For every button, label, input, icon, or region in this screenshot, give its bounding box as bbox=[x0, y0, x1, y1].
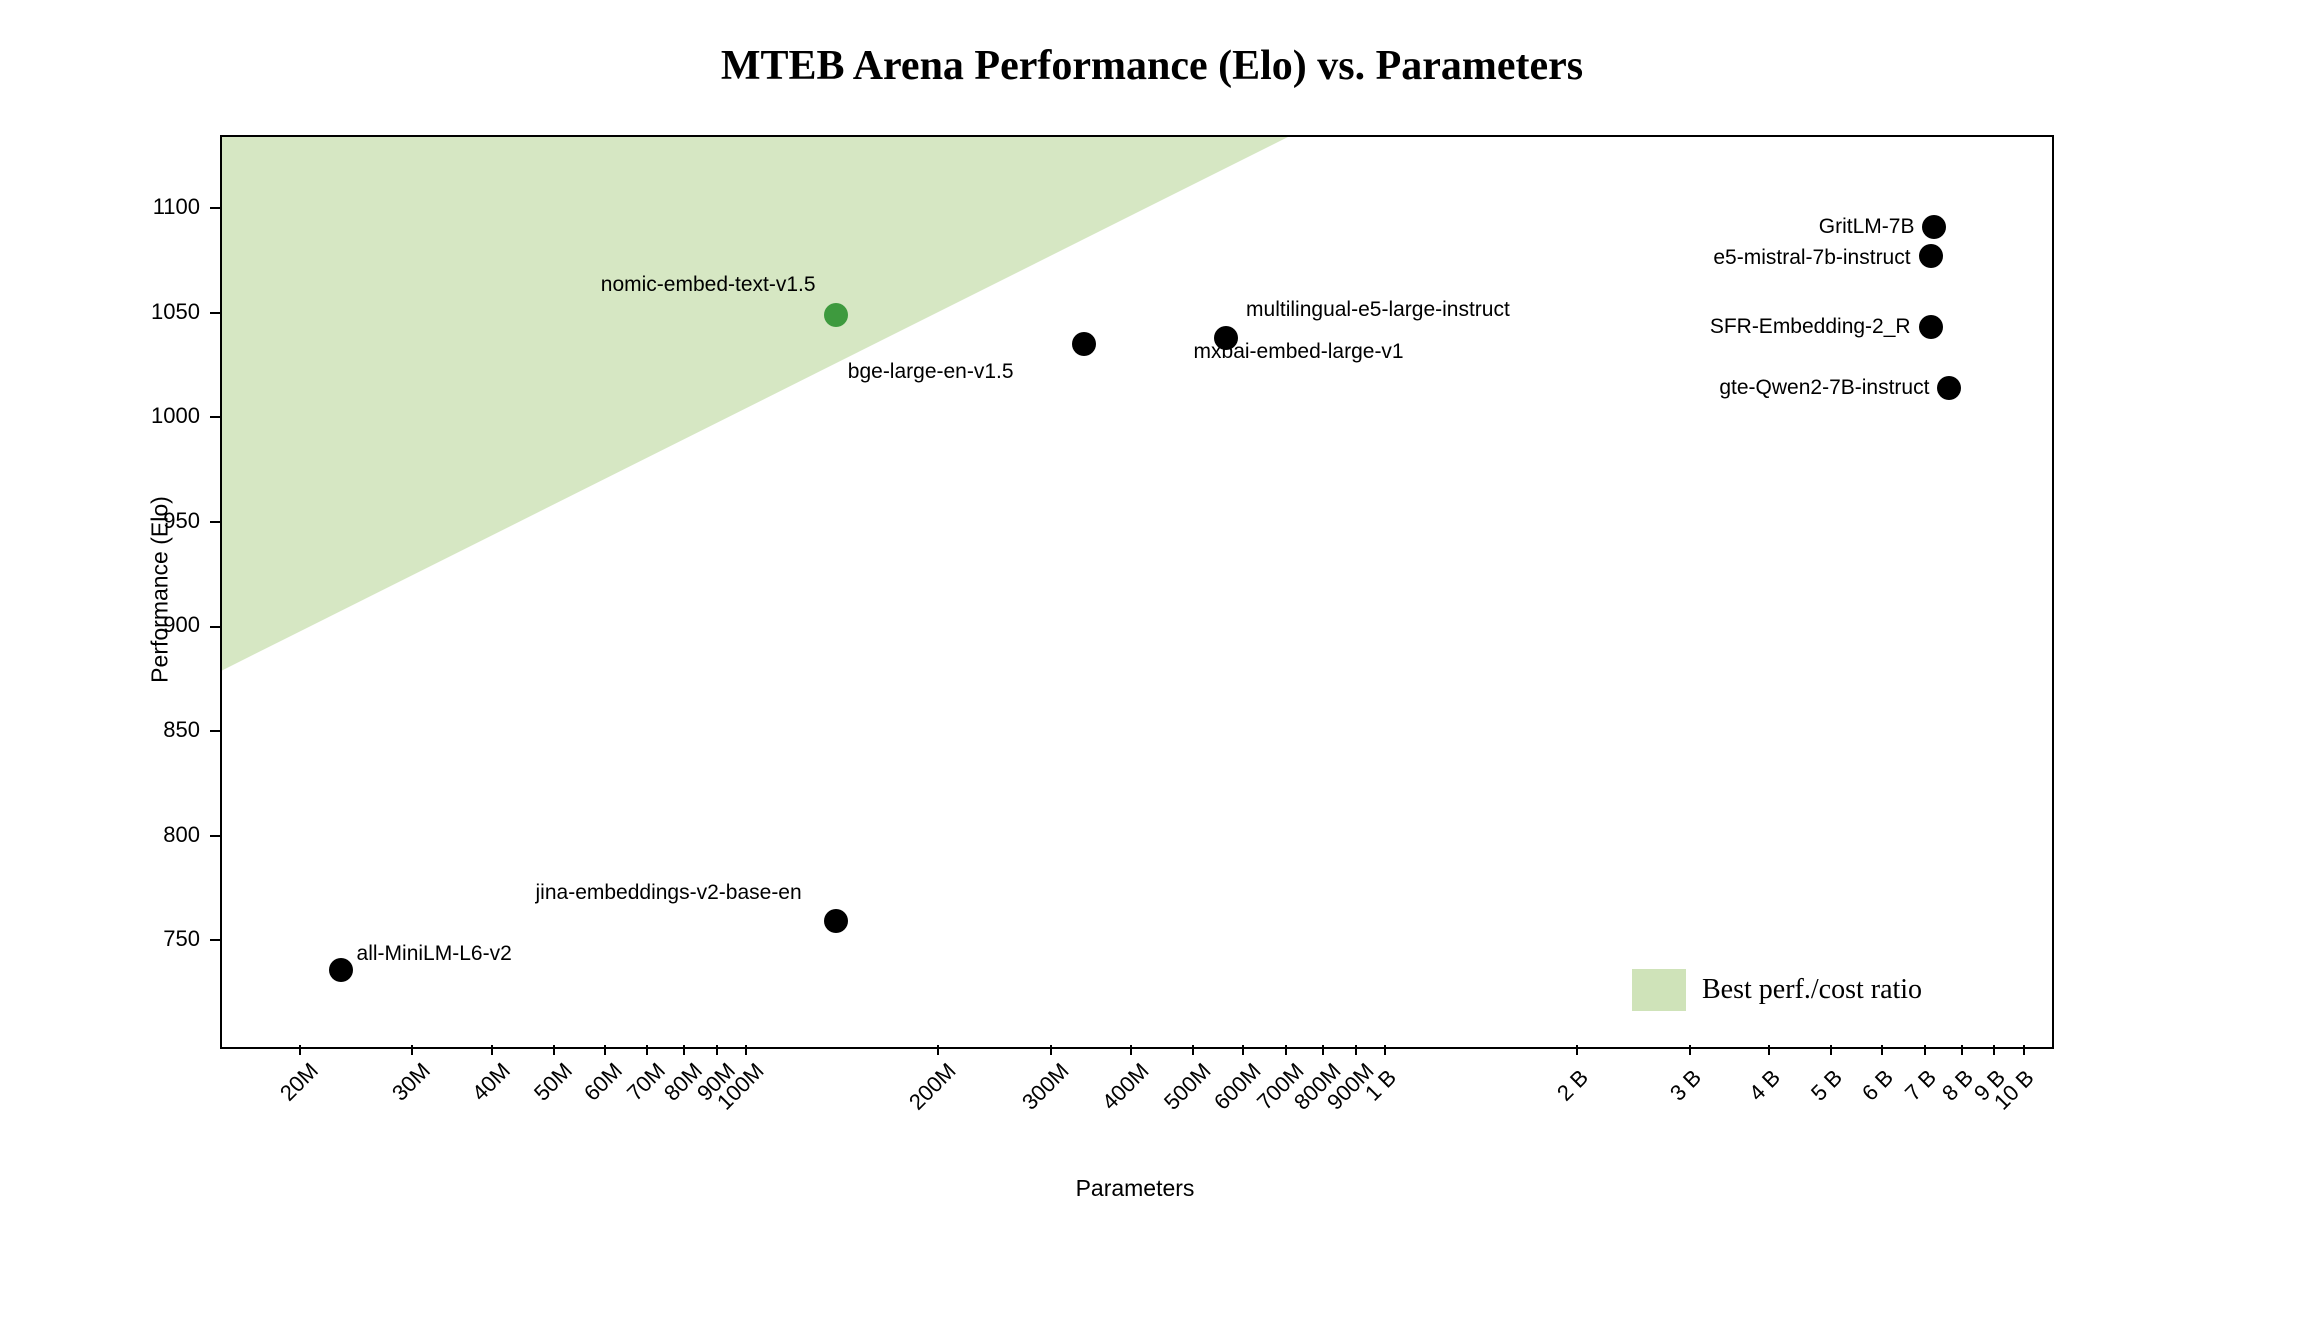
data-point-label: all-MiniLM-L6-v2 bbox=[357, 942, 512, 966]
x-tick-mark bbox=[1924, 1045, 1926, 1055]
x-tick-mark bbox=[2023, 1045, 2025, 1055]
x-tick-label: 20M bbox=[275, 1058, 324, 1107]
y-tick-label: 900 bbox=[0, 612, 200, 638]
y-tick-mark bbox=[210, 626, 220, 628]
x-tick-label: 50M bbox=[529, 1058, 578, 1107]
y-tick-label: 750 bbox=[0, 926, 200, 952]
x-tick-mark bbox=[1050, 1045, 1052, 1055]
data-point-label: GritLM-7B bbox=[1819, 215, 1915, 239]
x-tick-mark bbox=[1961, 1045, 1963, 1055]
legend-swatch bbox=[1632, 969, 1686, 1011]
data-point-label: jina-embeddings-v2-base-en bbox=[536, 881, 802, 905]
x-tick-label: 500M bbox=[1159, 1058, 1216, 1115]
y-tick-label: 850 bbox=[0, 717, 200, 743]
x-tick-label: 60M bbox=[579, 1058, 628, 1107]
x-tick-label: 200M bbox=[904, 1058, 961, 1115]
y-tick-mark bbox=[210, 416, 220, 418]
x-tick-mark bbox=[1322, 1045, 1324, 1055]
y-tick-label: 1000 bbox=[0, 403, 200, 429]
data-point bbox=[1919, 315, 1943, 339]
chart-title: MTEB Arena Performance (Elo) vs. Paramet… bbox=[0, 42, 2304, 90]
data-point-label: SFR-Embedding-2_R bbox=[1710, 315, 1911, 339]
x-tick-mark bbox=[683, 1045, 685, 1055]
x-tick-mark bbox=[491, 1045, 493, 1055]
x-tick-mark bbox=[411, 1045, 413, 1055]
data-point bbox=[824, 909, 848, 933]
x-tick-mark bbox=[1285, 1045, 1287, 1055]
x-tick-mark bbox=[553, 1045, 555, 1055]
y-tick-mark bbox=[210, 207, 220, 209]
x-tick-label: 5 B bbox=[1806, 1065, 1848, 1107]
y-tick-label: 1100 bbox=[0, 194, 200, 220]
x-tick-label: 2 B bbox=[1552, 1065, 1594, 1107]
chart-container: MTEB Arena Performance (Elo) vs. Paramet… bbox=[0, 0, 2304, 1324]
data-point-label: multilingual-e5-large-instruct bbox=[1246, 298, 1510, 322]
plot-area: all-MiniLM-L6-v2 jina-embeddings-v2-base-… bbox=[220, 135, 2054, 1049]
x-axis-label: Parameters bbox=[220, 1175, 2050, 1202]
y-tick-mark bbox=[210, 312, 220, 314]
data-point-label: e5-mistral-7b-instruct bbox=[1713, 246, 1910, 270]
x-tick-mark bbox=[1130, 1045, 1132, 1055]
x-tick-mark bbox=[1689, 1045, 1691, 1055]
data-point bbox=[1214, 326, 1238, 350]
data-point-label: bge-large-en-v1.5 bbox=[848, 360, 1014, 384]
x-tick-mark bbox=[299, 1045, 301, 1055]
x-tick-mark bbox=[1768, 1045, 1770, 1055]
data-point bbox=[1922, 215, 1946, 239]
x-tick-mark bbox=[1881, 1045, 1883, 1055]
x-tick-mark bbox=[604, 1045, 606, 1055]
x-tick-label: 7 B bbox=[1900, 1065, 1942, 1107]
x-tick-mark bbox=[1576, 1045, 1578, 1055]
data-point bbox=[1937, 376, 1961, 400]
y-tick-label: 950 bbox=[0, 508, 200, 534]
x-tick-mark bbox=[937, 1045, 939, 1055]
data-point-label: nomic-embed-text-v1.5 bbox=[601, 273, 816, 297]
x-tick-mark bbox=[745, 1045, 747, 1055]
data-point bbox=[329, 958, 353, 982]
y-tick-label: 800 bbox=[0, 822, 200, 848]
y-tick-mark bbox=[210, 521, 220, 523]
data-point bbox=[1072, 332, 1096, 356]
y-tick-label: 1050 bbox=[0, 299, 200, 325]
data-point-label: gte-Qwen2-7B-instruct bbox=[1719, 376, 1929, 400]
data-point bbox=[824, 303, 848, 327]
x-tick-mark bbox=[1192, 1045, 1194, 1055]
x-tick-mark bbox=[1830, 1045, 1832, 1055]
x-tick-mark bbox=[716, 1045, 718, 1055]
data-point bbox=[1919, 244, 1943, 268]
y-tick-mark bbox=[210, 939, 220, 941]
x-tick-label: 40M bbox=[467, 1058, 516, 1107]
x-tick-label: 600M bbox=[1209, 1058, 1266, 1115]
y-tick-mark bbox=[210, 835, 220, 837]
x-tick-label: 300M bbox=[1017, 1058, 1074, 1115]
x-tick-mark bbox=[1384, 1045, 1386, 1055]
x-tick-mark bbox=[1242, 1045, 1244, 1055]
legend: Best perf./cost ratio bbox=[1632, 969, 1922, 1011]
x-tick-label: 3 B bbox=[1665, 1065, 1707, 1107]
pareto-region bbox=[222, 137, 2052, 1047]
y-tick-mark bbox=[210, 730, 220, 732]
x-tick-label: 6 B bbox=[1857, 1065, 1899, 1107]
legend-text: Best perf./cost ratio bbox=[1702, 974, 1922, 1006]
y-axis-label: Performance (Elo) bbox=[147, 460, 174, 720]
x-tick-label: 30M bbox=[387, 1058, 436, 1107]
x-tick-mark bbox=[646, 1045, 648, 1055]
x-tick-label: 400M bbox=[1097, 1058, 1154, 1115]
x-tick-mark bbox=[1993, 1045, 1995, 1055]
x-tick-label: 4 B bbox=[1744, 1065, 1786, 1107]
x-tick-mark bbox=[1355, 1045, 1357, 1055]
